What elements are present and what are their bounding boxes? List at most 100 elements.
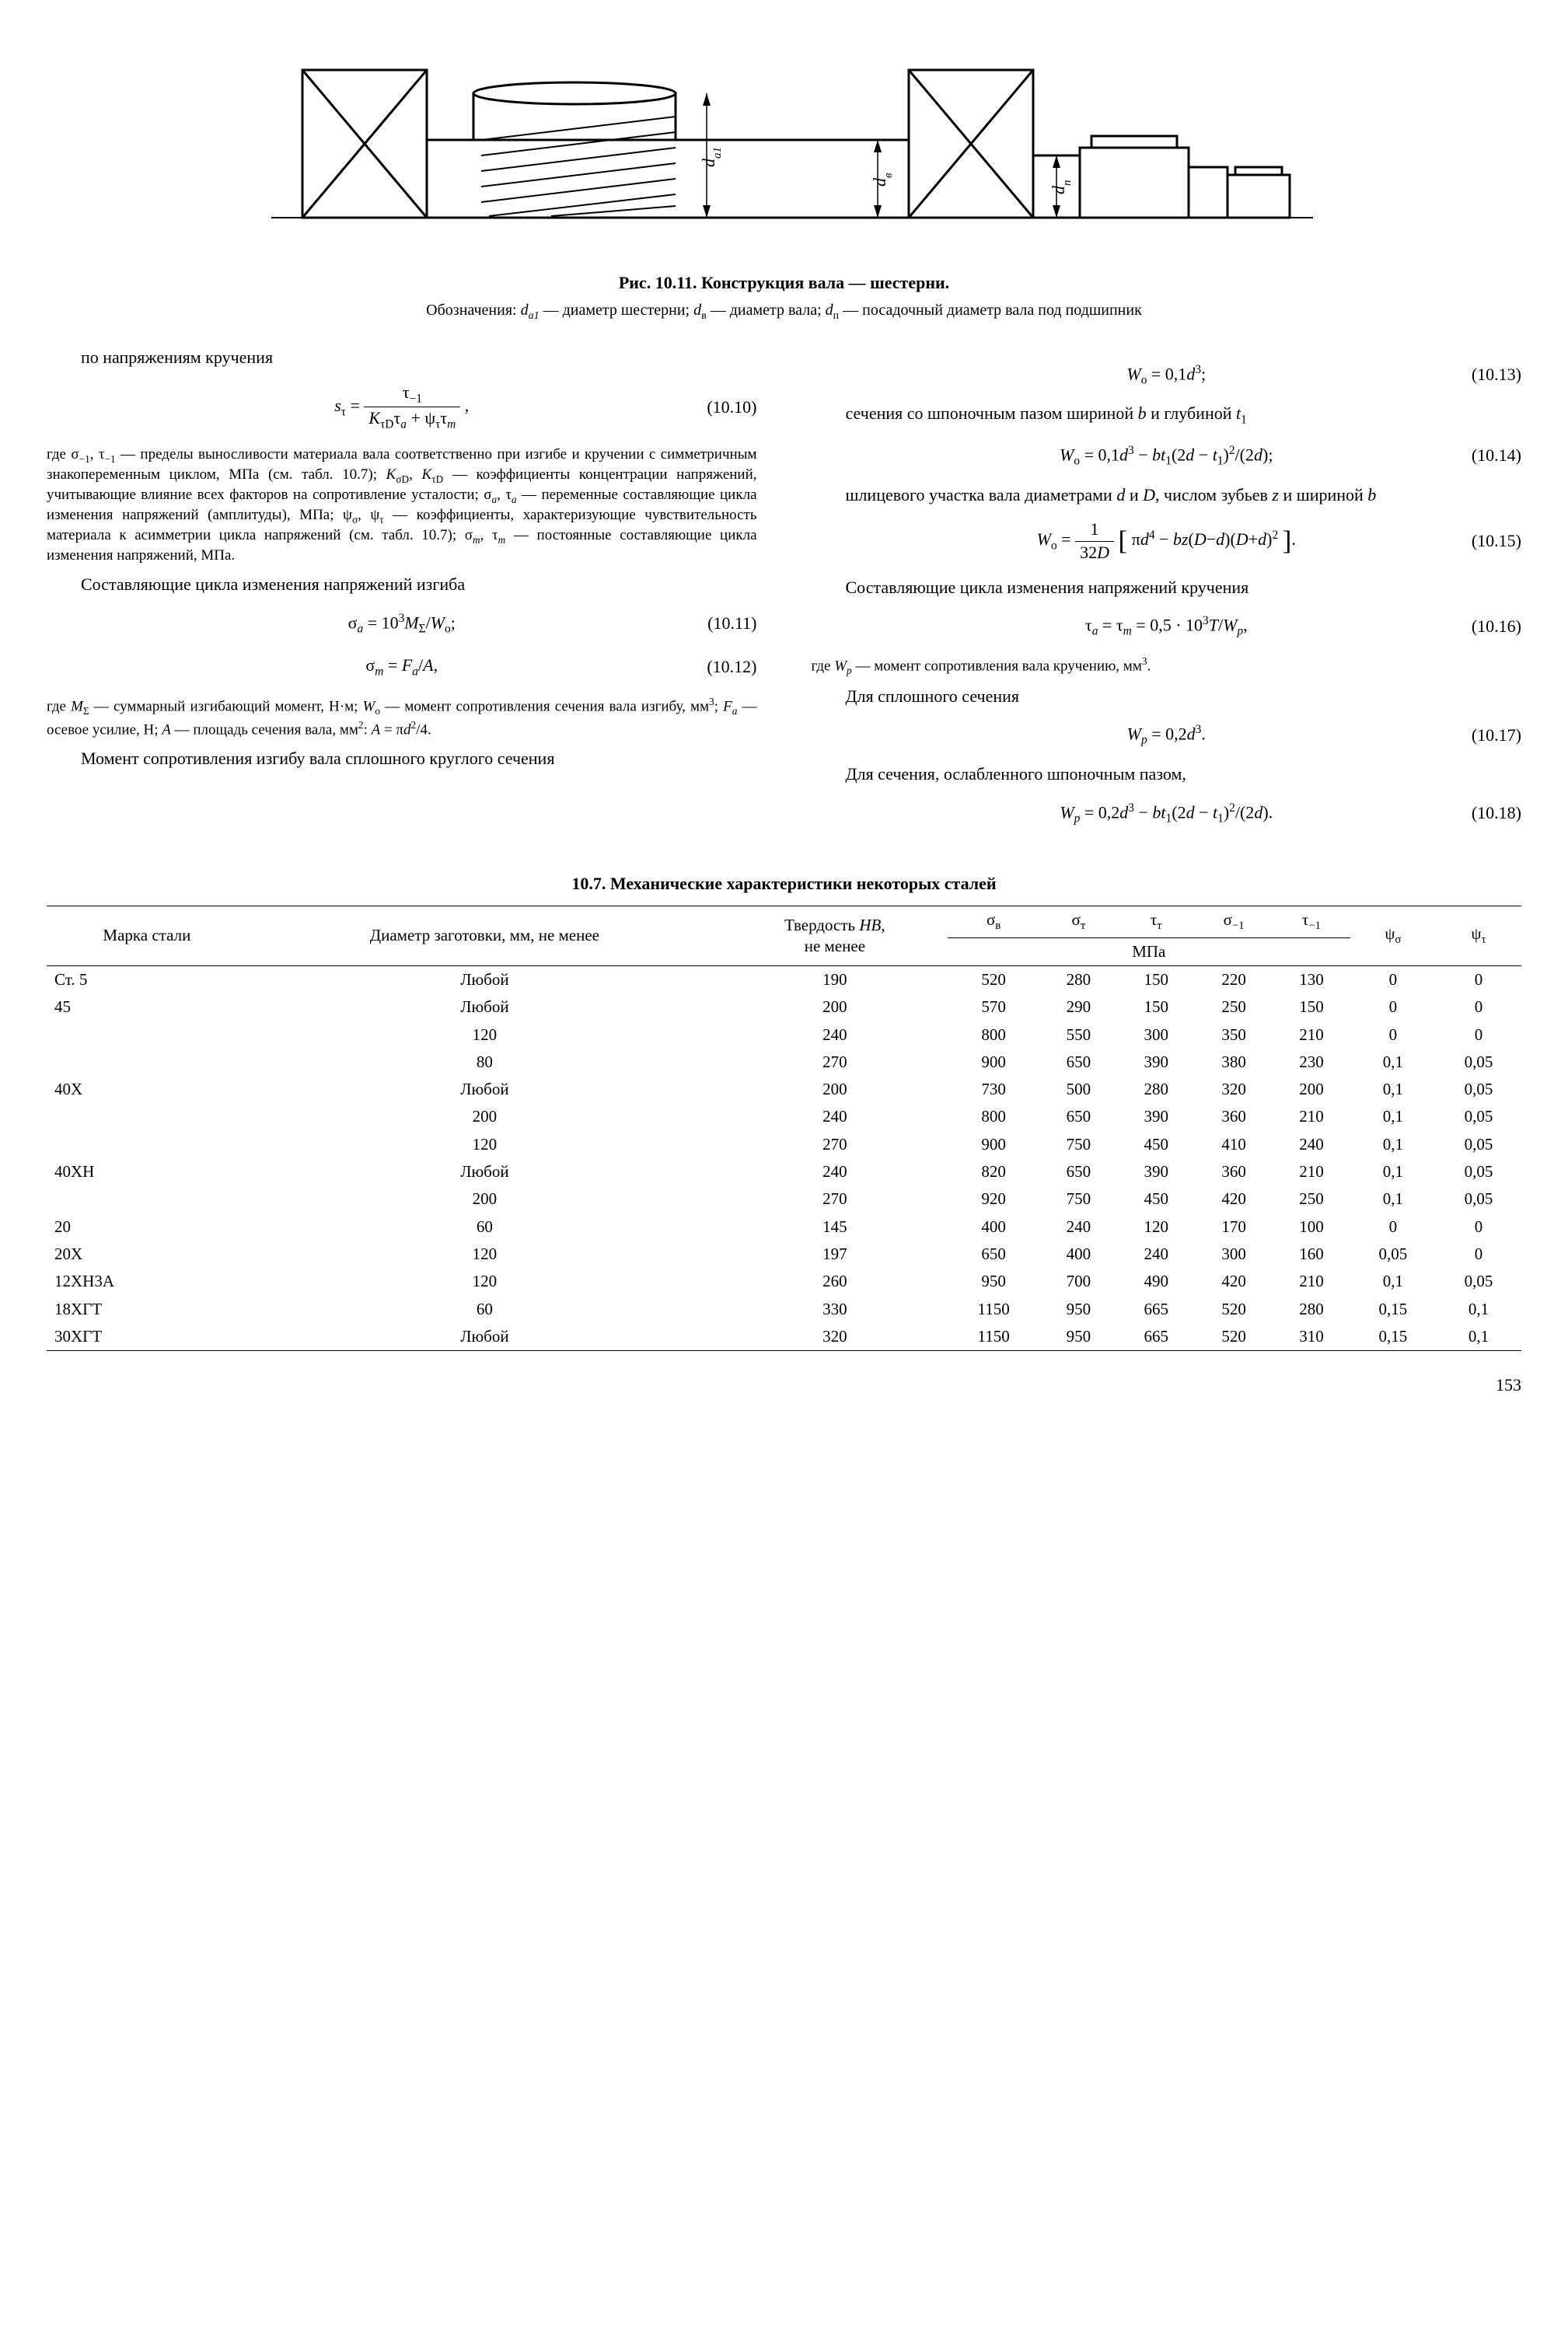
eq-number: (10.12) (707, 656, 756, 679)
table-cell: 100 (1273, 1213, 1350, 1241)
table-cell: 240 (1117, 1241, 1195, 1268)
table-cell: 80 (247, 1049, 722, 1076)
table-cell: 800 (948, 1103, 1040, 1130)
table-cell: 210 (1273, 1158, 1350, 1185)
table-cell: 0,1 (1350, 1268, 1436, 1295)
table-cell: 0,05 (1436, 1268, 1521, 1295)
left-heading-1: по напряжениям кручения (47, 347, 757, 369)
table-cell: 650 (1039, 1103, 1117, 1130)
left-heading-2: Составляющие цикла изменения напряжений … (47, 574, 757, 596)
th-tau-1: τ−1 (1273, 906, 1350, 937)
table-cell: 45 (47, 993, 247, 1021)
table-cell: 280 (1117, 1076, 1195, 1103)
table-row: 1202709007504504102400,10,05 (47, 1131, 1521, 1158)
table-cell: 120 (1117, 1213, 1195, 1241)
shaft-gear-drawing: da1 dв dп (240, 39, 1329, 257)
table-cell: 60 (247, 1213, 722, 1241)
table-cell: 950 (948, 1268, 1040, 1295)
table-cell: 330 (722, 1296, 948, 1323)
table-row: 30ХГТЛюбой32011509506655203100,150,1 (47, 1323, 1521, 1351)
table-cell: 40Х (47, 1076, 247, 1103)
table-cell: 197 (722, 1241, 948, 1268)
table-cell: 210 (1273, 1103, 1350, 1130)
th-unit: МПа (948, 937, 1350, 965)
page-number: 153 (47, 1374, 1521, 1397)
two-column-body: по напряжениям кручения sτ = τ−1 KτDτa +… (47, 347, 1521, 841)
table-cell: 0,05 (1436, 1185, 1521, 1213)
table-cell: 0,05 (1436, 1076, 1521, 1103)
eq-number: (10.13) (1472, 364, 1521, 386)
table-cell: 240 (722, 1021, 948, 1049)
table-cell: 40ХН (47, 1158, 247, 1185)
left-note-2: где MΣ — суммарный изгибающий момент, Н·… (47, 695, 757, 739)
table-cell: 200 (722, 993, 948, 1021)
table-cell: 650 (1039, 1049, 1117, 1076)
table-cell: 300 (1195, 1241, 1273, 1268)
table-cell: 0,1 (1350, 1131, 1436, 1158)
table-cell: 120 (247, 1268, 722, 1295)
table-cell: 450 (1117, 1185, 1195, 1213)
table-cell (47, 1021, 247, 1049)
table-cell: 310 (1273, 1323, 1350, 1351)
table-cell: 60 (247, 1296, 722, 1323)
table-cell: 250 (1273, 1185, 1350, 1213)
table-cell: 700 (1039, 1268, 1117, 1295)
table-cell: 0 (1436, 993, 1521, 1021)
equation-10-12: σm = Fa/A, (10.12) (47, 651, 757, 682)
table-cell: 150 (1273, 993, 1350, 1021)
equation-10-11: σa = 103MΣ/Wо; (10.11) (47, 608, 757, 639)
right-p4: Для сплошного сечения (812, 686, 1522, 708)
table-cell: 0 (1350, 993, 1436, 1021)
table-cell: 360 (1195, 1158, 1273, 1185)
eq-number: (10.18) (1472, 802, 1521, 825)
table-cell: 900 (948, 1131, 1040, 1158)
eq-number: (10.14) (1472, 445, 1521, 467)
table-cell: 0 (1436, 1213, 1521, 1241)
table-cell: 490 (1117, 1268, 1195, 1295)
table-cell: 0,1 (1350, 1103, 1436, 1130)
table-row: Ст. 5Любой19052028015022013000 (47, 965, 1521, 993)
th-grade: Марка стали (47, 906, 247, 966)
table-cell: 240 (722, 1103, 948, 1130)
figure-caption: Рис. 10.11. Конструкция вала — шестерни. (47, 272, 1521, 295)
equation-10-18: Wp = 0,2d3 − bt1(2d − t1)2/(2d). (10.18) (812, 798, 1522, 829)
table-cell: 390 (1117, 1049, 1195, 1076)
table-cell: 950 (1039, 1296, 1117, 1323)
table-cell: 0 (1350, 1021, 1436, 1049)
table-cell: 145 (722, 1213, 948, 1241)
table-cell: 18ХГТ (47, 1296, 247, 1323)
table-cell: 300 (1117, 1021, 1195, 1049)
table-row: 2002709207504504202500,10,05 (47, 1185, 1521, 1213)
right-column: Wо = 0,1d3; (10.13) сечения со шпоночным… (812, 347, 1522, 841)
table-cell: 0,1 (1436, 1323, 1521, 1351)
figure-caption-label: Рис. 10.11. (619, 273, 697, 292)
table-body: Ст. 5Любой1905202801502201300045Любой200… (47, 965, 1521, 1350)
table-cell: 200 (722, 1076, 948, 1103)
table-cell: 290 (1039, 993, 1117, 1021)
table-cell: 750 (1039, 1185, 1117, 1213)
table-cell: 650 (948, 1241, 1040, 1268)
eq-number: (10.10) (707, 396, 756, 419)
table-row: 40ХЛюбой2007305002803202000,10,05 (47, 1076, 1521, 1103)
table-cell: 0,1 (1350, 1049, 1436, 1076)
table-cell: 20 (47, 1213, 247, 1241)
table-cell: 0,1 (1350, 1076, 1436, 1103)
table-cell: 230 (1273, 1049, 1350, 1076)
table-cell: 1150 (948, 1323, 1040, 1351)
table-cell: 450 (1117, 1131, 1195, 1158)
eq-number: (10.11) (707, 613, 756, 635)
th-psi-s: ψσ (1350, 906, 1436, 966)
left-heading-3: Момент сопротивления изгибу вала сплошно… (47, 748, 757, 770)
table-cell: 170 (1195, 1213, 1273, 1241)
equation-10-17: Wp = 0,2d3. (10.17) (812, 720, 1522, 751)
table-cell: 200 (247, 1103, 722, 1130)
table-cell: 390 (1117, 1103, 1195, 1130)
th-diam: Диаметр заготовки, мм, не менее (247, 906, 722, 966)
table-cell: 420 (1195, 1185, 1273, 1213)
th-psi-t: ψτ (1436, 906, 1521, 966)
table-row: 802709006503903802300,10,05 (47, 1049, 1521, 1076)
table-cell: 0,05 (1436, 1103, 1521, 1130)
figure-caption-text: Конструкция вала — шестерни. (701, 273, 949, 292)
eq-number: (10.17) (1472, 724, 1521, 747)
table-cell (47, 1185, 247, 1213)
